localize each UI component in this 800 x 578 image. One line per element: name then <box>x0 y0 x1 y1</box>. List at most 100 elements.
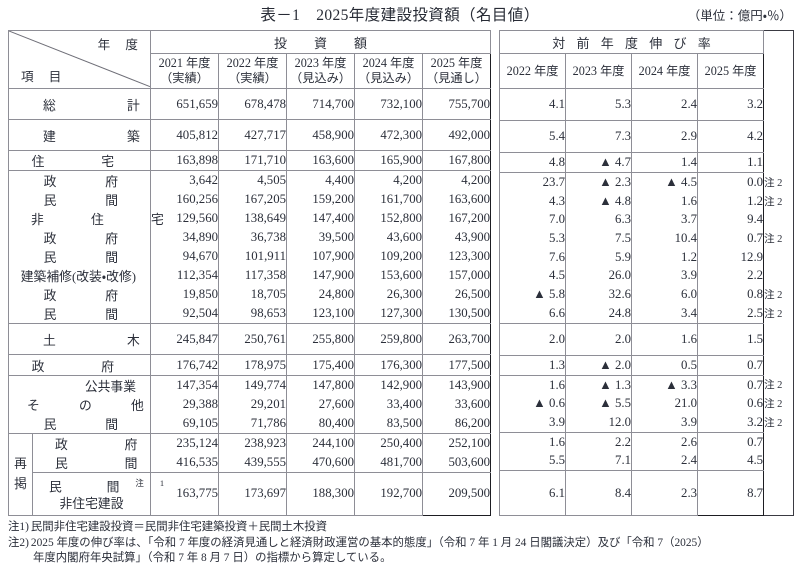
cell-jutaku-minkan-2022: 167,205 <box>218 190 287 210</box>
page-title: 表－1 2025年度建設投資額（名目値） <box>260 7 540 24</box>
growth-group-header: 対 前 年 度 伸 び 率 <box>499 30 765 54</box>
cell-doboku-minkan-2023: 80,400 <box>286 413 355 434</box>
rate-hijutaku-2023: 6.3 <box>565 210 633 230</box>
col-header-2021-kind: （実績） <box>160 71 209 85</box>
table-row: 住 宅 163,898 171,710 163,600 165,900 167,… <box>8 150 492 172</box>
row-label-doboku-kokyo: 公共事業 <box>8 375 151 395</box>
rate-hijutaku-minkan-2023: 5.9 <box>565 247 633 267</box>
col-header-2024-kind: （見込み） <box>358 71 419 85</box>
saikei-hijutaku-note-sup: 注1 <box>135 477 181 488</box>
row-label-jutaku-minkan: 民 間 <box>8 190 151 210</box>
row-label-doboku-sonota: そ の 他 <box>8 394 151 414</box>
col-header-2023-year: 2023 年度 <box>294 56 347 70</box>
cell-hijutaku-seifu-2021: 34,890 <box>150 228 219 248</box>
table-row: 民 間 94,670 101,911 107,900 109,200 123,3… <box>8 247 492 267</box>
col-header-2025-kind: （見通し） <box>426 71 487 85</box>
rate-saikei-minkan-2022: 5.5 <box>499 451 567 472</box>
rate-saikei-seifu-2025: 0.7 <box>697 431 765 452</box>
rate-hoshu-2025: 2.2 <box>697 266 765 286</box>
row-label-hoshu: 建築補修(改装・改修) <box>8 266 151 286</box>
rate-doboku-seifu-2025: 0.7 <box>697 354 765 376</box>
investment-amount-table: 年 度 項 目 投 資 額 2021 年度 （実績） 2022 年度 （実績） … <box>8 30 492 517</box>
table-row: 6.6 24.8 3.4 2.5 注 2 <box>499 303 794 324</box>
cell-hoshu-seifu-2022: 18,705 <box>218 285 287 305</box>
rate-jutaku-seifu-2024: ▲ 4.5 <box>631 172 699 192</box>
table-row: 公共事業 147,354 149,774 147,800 142,900 143… <box>8 375 492 395</box>
note-hoshu <box>764 267 794 286</box>
cell-hoshu-2025: 157,000 <box>421 266 492 286</box>
rate-doboku-sonota-2025: 0.6 <box>697 394 765 414</box>
rate-hoshu-seifu-2023: 32.6 <box>565 285 633 304</box>
table-row: 5.3 7.5 10.4 0.7 注 2 <box>499 229 794 248</box>
note-saikei-seifu <box>764 432 794 451</box>
cell-jutaku-2021: 163,898 <box>150 150 219 172</box>
table-row: 非 住 宅 129,560 138,649 147,400 152,800 16… <box>8 209 492 229</box>
cell-jutaku-seifu-2021: 3,642 <box>150 170 219 191</box>
cell-sokei-2025: 755,700 <box>421 87 492 121</box>
table-row: 3.9 12.0 3.9 3.2 注 2 <box>499 413 794 433</box>
col-header-2021: 2021 年度 （実績） <box>150 53 219 89</box>
cell-saikei-seifu-2025: 252,100 <box>421 432 492 453</box>
footnote-2-mark: 注2) <box>8 536 29 549</box>
rate-sokei-2022: 4.1 <box>499 87 567 122</box>
saikei-label-line1: 再 <box>14 457 27 472</box>
rate-sokei-2024: 2.4 <box>631 87 699 122</box>
rate-doboku-seifu-2024: 0.5 <box>631 354 699 376</box>
col-header-2025-year: 2025 年度 <box>430 56 483 70</box>
cell-saikei-seifu-2022: 238,923 <box>218 432 287 453</box>
rate-doboku-minkan-2022: 3.9 <box>499 413 567 433</box>
row-label-saikei-hijutaku: 民 間注1 非住宅建設 <box>32 471 164 517</box>
cell-doboku-minkan-2025: 86,200 <box>421 413 492 434</box>
table-row: 5.4 7.3 2.9 4.2 <box>499 120 794 154</box>
col-header-2022-kind: （実績） <box>228 71 277 85</box>
cell-hoshu-2023: 147,900 <box>286 266 355 286</box>
rate-hoshu-seifu-2024: 6.0 <box>631 285 699 304</box>
cell-kenchiku-2023: 458,900 <box>286 119 355 152</box>
rate-doboku-minkan-2025: 3.2 <box>697 413 765 433</box>
rate-saikei-seifu-2024: 2.6 <box>631 431 699 452</box>
rate-doboku-minkan-2024: 3.9 <box>631 413 699 433</box>
footnote-2-text: 2025 年度の伸び率は、「令和 7 年度の経済見通しと経済財政運営の基本的態度… <box>31 536 794 552</box>
cell-doboku-seifu-2022: 178,975 <box>218 354 287 376</box>
rate-hoshu-2024: 3.9 <box>631 266 699 286</box>
cell-doboku-minkan-2024: 83,500 <box>354 413 423 434</box>
rate-hijutaku-seifu-2022: 5.3 <box>499 229 567 248</box>
rate-jutaku-minkan-2022: 4.3 <box>499 191 567 211</box>
cell-sokei-2024: 732,100 <box>354 87 423 121</box>
cell-doboku-minkan-2022: 71,786 <box>218 413 287 434</box>
table-row: 7.0 6.3 3.7 9.4 <box>499 210 794 230</box>
rate-jutaku-2024: 1.4 <box>631 152 699 174</box>
rate-doboku-sonota-2024: 21.0 <box>631 394 699 414</box>
note-gutter-header-2 <box>764 54 794 89</box>
rate-hoshu-minkan-2025: 2.5 <box>697 303 765 324</box>
cell-doboku-seifu-2025: 177,500 <box>421 354 492 376</box>
rate-hijutaku-seifu-2023: 7.5 <box>565 229 633 248</box>
title-row: 表－1 2025年度建設投資額（名目値） （単位：億円・％） <box>0 0 800 26</box>
col-header-2021-year: 2021 年度 <box>158 56 211 70</box>
col-header-2023: 2023 年度 （見込み） <box>286 53 355 89</box>
rate-hijutaku-seifu-2025: 0.7 <box>697 229 765 248</box>
rate-hijutaku-minkan-2022: 7.6 <box>499 247 567 267</box>
note-saikei-minkan <box>764 451 794 470</box>
cell-hoshu-seifu-2021: 19,850 <box>150 285 219 305</box>
cell-hijutaku-minkan-2025: 123,300 <box>421 247 492 267</box>
table-row: 政 府 34,890 36,738 39,500 43,600 43,900 <box>8 228 492 248</box>
rate-hijutaku-minkan-2024: 1.2 <box>631 247 699 267</box>
cell-saikei-seifu-2021: 235,124 <box>150 432 219 453</box>
rate-saikei-minkan-2025: 4.5 <box>697 451 765 472</box>
note-doboku <box>764 323 794 355</box>
cell-saikei-minkan-2022: 439,555 <box>218 452 287 473</box>
rate-jutaku-2025: 1.1 <box>697 152 765 174</box>
note-doboku-kokyo: 注 2 <box>764 380 783 392</box>
cell-hijutaku-2024: 152,800 <box>354 209 423 229</box>
cell-hijutaku-2022: 138,649 <box>218 209 287 229</box>
footnote-1-mark: 注1) <box>8 521 29 533</box>
rate-doboku-minkan-2023: 12.0 <box>565 413 633 433</box>
cell-doboku-2024: 259,800 <box>354 323 423 356</box>
note-hijutaku-seifu: 注 2 <box>764 234 783 246</box>
tables-wrap: 年 度 項 目 投 資 額 2021 年度 （実績） 2022 年度 （実績） … <box>8 30 795 517</box>
investment-group-header: 投 資 額 <box>149 30 492 54</box>
table-row: 5.5 7.1 2.4 4.5 <box>499 451 794 472</box>
note-kenchiku <box>764 121 794 153</box>
footnote-2: 注2) 2025 年度の伸び率は、「令和 7 年度の経済見通しと経済財政運営の基… <box>8 536 794 552</box>
